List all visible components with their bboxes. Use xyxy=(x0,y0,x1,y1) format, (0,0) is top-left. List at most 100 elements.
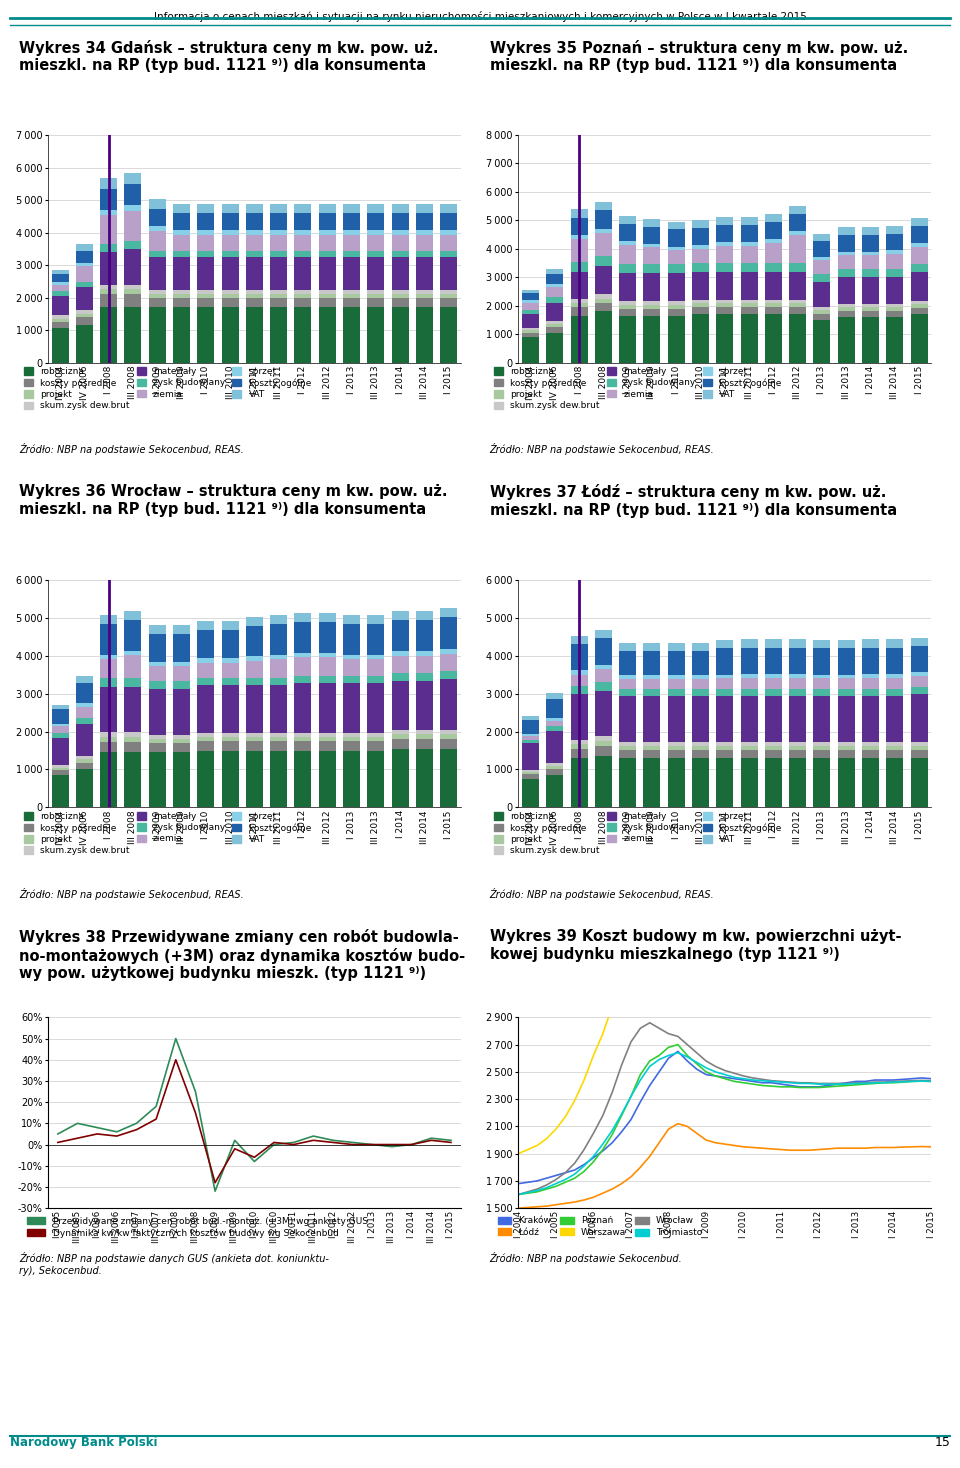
Trójmiasto xyxy=(625,1088,636,1105)
Wrocław xyxy=(738,1067,750,1085)
Bar xyxy=(692,746,709,750)
Bar xyxy=(270,294,287,298)
Bar xyxy=(295,653,311,656)
Bar xyxy=(813,696,830,741)
Łódź xyxy=(756,1139,768,1157)
Warszawa xyxy=(635,913,646,931)
Bar xyxy=(692,263,709,272)
Trójmiasto xyxy=(916,1072,927,1089)
Bar xyxy=(740,247,757,263)
Bar xyxy=(692,245,709,250)
Bar xyxy=(222,298,239,307)
Bar xyxy=(440,617,457,649)
Bar xyxy=(789,230,806,235)
Bar xyxy=(692,307,709,314)
Łódź xyxy=(644,1148,656,1166)
Bar xyxy=(595,255,612,266)
Łódź xyxy=(691,1124,703,1142)
Bar xyxy=(440,608,457,617)
Bar xyxy=(319,733,336,737)
Dynamika kw/kw faktycznych kosztów budowy wg Sekocenbud xyxy=(307,1132,319,1149)
Bar xyxy=(149,294,166,298)
Poznań xyxy=(869,1075,880,1092)
Bar xyxy=(789,688,806,696)
Bar xyxy=(319,204,336,213)
Bar xyxy=(222,737,239,741)
Bar xyxy=(198,737,214,741)
Wrocław xyxy=(776,1073,787,1091)
Bar xyxy=(52,734,68,738)
Trójmiasto xyxy=(560,1171,571,1189)
Bar xyxy=(716,675,733,678)
Bar xyxy=(125,650,141,655)
Kraków xyxy=(906,1070,918,1088)
Bar xyxy=(343,733,360,737)
Kraków xyxy=(607,1133,618,1151)
Bar xyxy=(862,741,879,746)
Bar xyxy=(440,734,457,740)
Bar xyxy=(813,750,830,757)
Poznań xyxy=(794,1079,805,1097)
Bar xyxy=(668,746,684,750)
Łódź xyxy=(794,1142,805,1160)
Bar xyxy=(52,725,68,734)
Bar xyxy=(619,308,636,316)
Text: Źródło: NBP na podstawie Sekocenbud, REAS.: Źródło: NBP na podstawie Sekocenbud, REA… xyxy=(19,443,244,455)
Poznań xyxy=(906,1073,918,1091)
Poznań xyxy=(560,1173,571,1191)
Warszawa xyxy=(578,1072,589,1089)
Bar xyxy=(716,757,733,807)
Trójmiasto xyxy=(662,1047,674,1064)
Poznań xyxy=(898,1073,909,1091)
Kraków xyxy=(729,1070,740,1088)
Bar xyxy=(546,324,564,327)
Bar xyxy=(643,244,660,248)
Bar xyxy=(838,649,854,675)
Trójmiasto xyxy=(719,1066,731,1083)
Bar xyxy=(52,705,68,709)
Bar xyxy=(595,746,612,756)
Bar xyxy=(765,688,781,696)
Bar xyxy=(295,737,311,741)
Bar xyxy=(910,272,927,301)
Bar xyxy=(392,681,409,730)
Bar xyxy=(910,687,927,694)
Bar xyxy=(440,204,457,213)
Bar xyxy=(173,743,190,753)
Bar xyxy=(52,709,68,724)
Bar xyxy=(570,261,588,272)
Bar xyxy=(416,652,433,656)
Przewidywane zmiany cen robót bud.-montaż. (+3M) wg ankiety GUS xyxy=(131,1114,142,1132)
Warszawa xyxy=(569,1092,581,1110)
Bar xyxy=(570,208,588,217)
Bar xyxy=(246,307,263,363)
Warszawa xyxy=(916,989,927,1007)
Bar xyxy=(173,738,190,743)
Bar xyxy=(76,724,93,756)
Przewidywane zmiany cen robót bud.-montaż. (+3M) wg ankiety GUS xyxy=(91,1119,103,1136)
Bar xyxy=(198,750,214,807)
Bar xyxy=(886,277,903,304)
Bar xyxy=(570,316,588,363)
Bar xyxy=(125,184,141,206)
Warszawa xyxy=(841,989,852,1007)
Bar xyxy=(270,257,287,289)
Bar xyxy=(392,740,409,749)
Bar xyxy=(100,678,117,687)
Dynamika kw/kw faktycznych kosztów budowy wg Sekocenbud xyxy=(111,1127,123,1145)
Wrocław xyxy=(813,1075,825,1092)
Bar xyxy=(246,678,263,686)
Kraków xyxy=(822,1076,833,1094)
Bar xyxy=(522,333,540,338)
Bar xyxy=(595,665,612,669)
Przewidywane zmiany cen robót bud.-montaż. (+3M) wg ankiety GUS xyxy=(386,1138,397,1155)
Bar xyxy=(740,750,757,757)
Bar xyxy=(173,662,190,666)
Bar xyxy=(343,257,360,289)
Kraków xyxy=(869,1072,880,1089)
Trójmiasto xyxy=(888,1073,900,1091)
Trójmiasto xyxy=(607,1122,618,1139)
Bar xyxy=(716,272,733,299)
Poznań xyxy=(878,1075,890,1092)
Wrocław xyxy=(925,1072,937,1089)
